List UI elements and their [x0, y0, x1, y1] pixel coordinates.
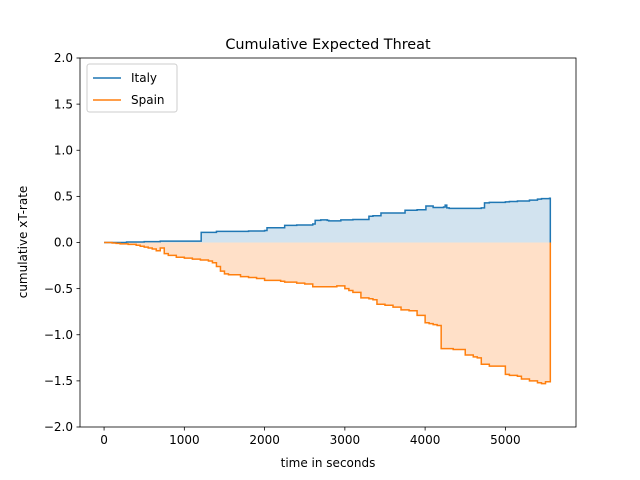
- y-axis-title: cumulative xT-rate: [16, 186, 30, 299]
- legend-label-spain: Spain: [131, 93, 165, 107]
- x-tick-label: 3000: [330, 433, 361, 447]
- y-tick-label: 0.0: [54, 236, 73, 250]
- axes: 0 1000 2000 3000 4000 5000 −2.0 −1.5 −1.0 −0.5 0.0…: [44, 51, 577, 447]
- x-tick-label: 2000: [249, 433, 280, 447]
- series-line-italy: [104, 197, 552, 244]
- y-tick-label: 0.5: [54, 190, 73, 204]
- plot-area: [104, 197, 552, 385]
- x-tick-label: 0: [100, 433, 108, 447]
- legend-label-italy: Italy: [131, 71, 157, 85]
- chart-title: Cumulative Expected Threat: [225, 37, 431, 53]
- y-tick-label: 1.5: [54, 97, 73, 111]
- plot-clip-group: [104, 197, 552, 385]
- y-tick-label: −2.0: [44, 420, 73, 434]
- y-tick-label: −1.5: [44, 374, 73, 388]
- y-tick-label: 1.0: [54, 143, 73, 157]
- x-tick-label: 1000: [169, 433, 200, 447]
- legend: Italy Spain: [86, 63, 178, 113]
- series-line-spain: [104, 241, 552, 385]
- y-tick-label: −0.5: [44, 282, 73, 296]
- y-tick-label: −1.0: [44, 328, 73, 342]
- y-tick-label: 2.0: [54, 51, 73, 65]
- x-tick-label: 4000: [410, 433, 441, 447]
- x-axis-title: time in seconds: [281, 456, 376, 470]
- series-fill-spain: [104, 242, 551, 384]
- x-tick-label: 5000: [490, 433, 521, 447]
